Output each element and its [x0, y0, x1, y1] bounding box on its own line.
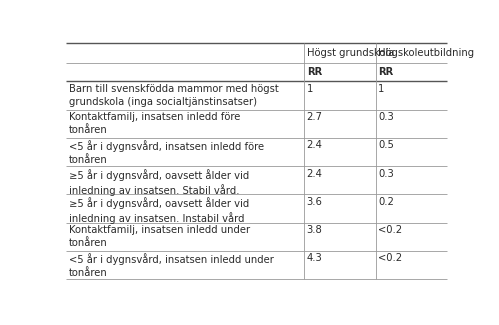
Text: RR: RR	[307, 67, 322, 77]
Text: 0.5: 0.5	[378, 140, 394, 150]
Text: ≥5 år i dygnsvård, oavsett ålder vid
inledning av insatsen. Stabil vård.: ≥5 år i dygnsvård, oavsett ålder vid inl…	[68, 169, 249, 196]
Text: 0.3: 0.3	[378, 169, 394, 179]
Text: Kontaktfamilj, insatsen inledd under
tonåren: Kontaktfamilj, insatsen inledd under ton…	[68, 225, 250, 248]
Text: 2.4: 2.4	[307, 140, 322, 150]
Text: <5 år i dygnsvård, insatsen inledd under
tonåren: <5 år i dygnsvård, insatsen inledd under…	[68, 254, 273, 278]
Text: 1: 1	[378, 84, 384, 94]
Text: 2.4: 2.4	[307, 169, 322, 179]
Text: 0.3: 0.3	[378, 112, 394, 122]
Text: 2.7: 2.7	[307, 112, 323, 122]
Text: Högst grundskola: Högst grundskola	[307, 48, 394, 58]
Text: ≥5 år i dygnsvård, oavsett ålder vid
inledning av insatsen. Instabil vård: ≥5 år i dygnsvård, oavsett ålder vid inl…	[68, 197, 249, 224]
Text: 1: 1	[307, 84, 313, 94]
Text: 4.3: 4.3	[307, 254, 322, 264]
Text: <0.2: <0.2	[378, 225, 402, 235]
Text: 3.6: 3.6	[307, 197, 322, 207]
Text: <5 år i dygnsvård, insatsen inledd före
tonåren: <5 år i dygnsvård, insatsen inledd före …	[68, 140, 263, 165]
Text: Kontaktfamilj, insatsen inledd före
tonåren: Kontaktfamilj, insatsen inledd före tonå…	[68, 112, 240, 135]
Text: 0.2: 0.2	[378, 197, 394, 207]
Text: 3.8: 3.8	[307, 225, 322, 235]
Text: RR: RR	[378, 67, 393, 77]
Text: <0.2: <0.2	[378, 254, 402, 264]
Text: Barn till svenskfödda mammor med högst
grundskola (inga socialtjänstinsatser): Barn till svenskfödda mammor med högst g…	[68, 84, 278, 107]
Text: Högskoleutbildning: Högskoleutbildning	[378, 48, 474, 58]
